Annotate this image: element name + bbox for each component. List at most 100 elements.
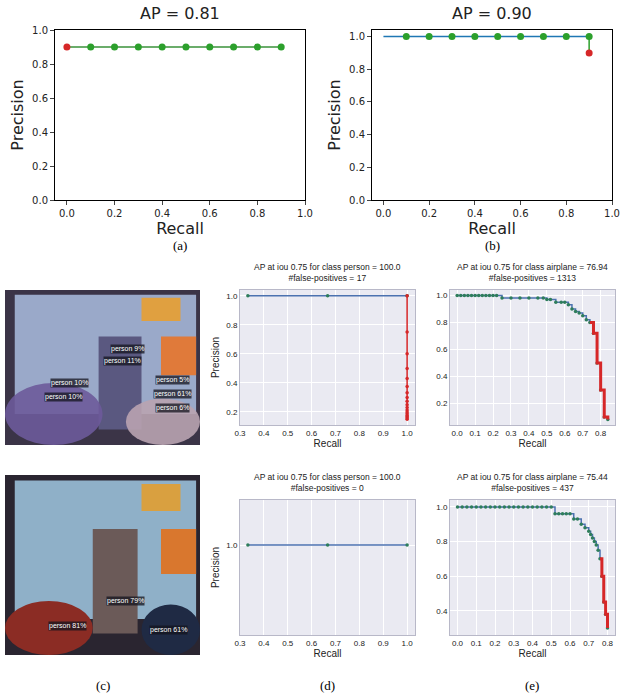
svg-text:(a): (a) xyxy=(173,238,187,253)
svg-text:0.2: 0.2 xyxy=(107,208,123,219)
svg-text:Precision: Precision xyxy=(210,547,221,588)
svg-text:0.6: 0.6 xyxy=(349,96,365,107)
svg-text:1.0: 1.0 xyxy=(402,429,414,438)
svg-text:0.5: 0.5 xyxy=(541,429,553,438)
svg-text:0.6: 0.6 xyxy=(306,639,318,648)
svg-text:0.2: 0.2 xyxy=(421,208,437,219)
svg-text:Precision: Precision xyxy=(210,337,221,378)
svg-text:Recall: Recall xyxy=(314,438,342,449)
svg-text:0.3: 0.3 xyxy=(234,639,246,648)
svg-text:(b): (b) xyxy=(485,238,500,253)
svg-text:0.8: 0.8 xyxy=(354,639,366,648)
svg-text:0.0: 0.0 xyxy=(375,208,391,219)
svg-text:0.1: 0.1 xyxy=(470,429,482,438)
svg-text:person 79%: person 79% xyxy=(107,597,144,605)
svg-text:0.3: 0.3 xyxy=(234,429,246,438)
svg-text:0.0: 0.0 xyxy=(32,195,48,206)
svg-text:1.0: 1.0 xyxy=(402,639,414,648)
svg-text:1.0: 1.0 xyxy=(604,208,620,219)
svg-text:0.8: 0.8 xyxy=(602,639,614,648)
svg-text:0.6: 0.6 xyxy=(306,429,318,438)
svg-text:0.8: 0.8 xyxy=(354,429,366,438)
svg-text:0.2: 0.2 xyxy=(436,399,448,408)
svg-text:0.8: 0.8 xyxy=(595,429,607,438)
svg-text:0.7: 0.7 xyxy=(577,429,589,438)
svg-text:Precision: Precision xyxy=(325,79,344,150)
svg-text:(c): (c) xyxy=(96,678,110,693)
svg-text:0.3: 0.3 xyxy=(505,429,517,438)
svg-text:0.4: 0.4 xyxy=(258,639,270,648)
svg-text:AP at iou 0.75 for class airpl: AP at iou 0.75 for class airplane = 76.9… xyxy=(457,262,608,283)
svg-text:0.5: 0.5 xyxy=(546,639,558,648)
svg-text:AP at iou 0.75 for class perso: AP at iou 0.75 for class person = 100.0#… xyxy=(254,262,401,283)
svg-text:(d): (d) xyxy=(320,678,335,693)
svg-text:0.6: 0.6 xyxy=(436,572,448,581)
svg-text:0.8: 0.8 xyxy=(249,208,265,219)
svg-text:0.7: 0.7 xyxy=(583,639,595,648)
svg-text:Recall: Recall xyxy=(519,648,547,659)
svg-text:person 61%: person 61% xyxy=(150,626,187,634)
svg-text:0.4: 0.4 xyxy=(527,639,539,648)
svg-text:0.5: 0.5 xyxy=(282,639,294,648)
svg-text:0.0: 0.0 xyxy=(452,639,464,648)
svg-text:0.4: 0.4 xyxy=(467,208,483,219)
svg-text:0.9: 0.9 xyxy=(378,639,390,648)
svg-text:1.0: 1.0 xyxy=(297,208,313,219)
svg-text:0.6: 0.6 xyxy=(226,350,238,359)
svg-text:1.0: 1.0 xyxy=(349,31,365,42)
svg-text:person 61%: person 61% xyxy=(154,390,191,398)
svg-text:person 10%: person 10% xyxy=(51,379,88,387)
svg-text:1.0: 1.0 xyxy=(436,503,448,512)
svg-text:0.5: 0.5 xyxy=(282,429,294,438)
svg-text:0.4: 0.4 xyxy=(349,129,365,140)
svg-text:AP at iou 0.75 for class airpl: AP at iou 0.75 for class airplane = 75.4… xyxy=(457,472,608,493)
svg-text:0.6: 0.6 xyxy=(436,345,448,354)
svg-text:0.2: 0.2 xyxy=(349,162,365,173)
svg-text:person 9%: person 9% xyxy=(111,345,144,353)
svg-text:0.8: 0.8 xyxy=(32,59,48,70)
svg-text:0.4: 0.4 xyxy=(436,372,448,381)
svg-text:1.0: 1.0 xyxy=(226,292,238,301)
svg-text:0.8: 0.8 xyxy=(558,208,574,219)
svg-text:0.4: 0.4 xyxy=(32,127,48,138)
svg-text:0.2: 0.2 xyxy=(487,429,499,438)
svg-text:1.0: 1.0 xyxy=(436,291,448,300)
svg-text:1.0: 1.0 xyxy=(226,541,238,550)
svg-text:0.9: 0.9 xyxy=(378,429,390,438)
svg-text:0.7: 0.7 xyxy=(330,429,342,438)
svg-text:0.0: 0.0 xyxy=(452,429,464,438)
svg-text:0.2: 0.2 xyxy=(226,408,238,417)
svg-text:0.8: 0.8 xyxy=(436,318,448,327)
svg-text:person 11%: person 11% xyxy=(104,357,141,365)
svg-text:Precision: Precision xyxy=(8,79,27,150)
svg-text:AP at iou 0.75 for class perso: AP at iou 0.75 for class person = 100.0#… xyxy=(254,472,401,493)
svg-text:(e): (e) xyxy=(525,678,539,693)
svg-text:person 81%: person 81% xyxy=(49,622,86,630)
svg-text:0.6: 0.6 xyxy=(32,93,48,104)
svg-text:0.8: 0.8 xyxy=(436,537,448,546)
svg-text:Recall: Recall xyxy=(314,648,342,659)
svg-text:1.0: 1.0 xyxy=(32,25,48,36)
svg-text:0.6: 0.6 xyxy=(559,429,571,438)
svg-text:0.0: 0.0 xyxy=(59,208,75,219)
svg-text:0.0: 0.0 xyxy=(349,195,365,206)
svg-text:0.2: 0.2 xyxy=(32,161,48,172)
svg-text:person 6%: person 6% xyxy=(156,404,189,412)
svg-text:Recall: Recall xyxy=(156,219,204,238)
svg-text:0.4: 0.4 xyxy=(436,607,448,616)
svg-text:AP = 0.90: AP = 0.90 xyxy=(452,4,532,23)
svg-text:0.4: 0.4 xyxy=(154,208,170,219)
svg-text:0.4: 0.4 xyxy=(258,429,270,438)
svg-text:person 10%: person 10% xyxy=(45,393,82,401)
svg-text:0.6: 0.6 xyxy=(564,639,576,648)
svg-text:0.4: 0.4 xyxy=(523,429,535,438)
svg-text:person 5%: person 5% xyxy=(156,376,189,384)
svg-text:Recall: Recall xyxy=(519,438,547,449)
svg-text:0.1: 0.1 xyxy=(471,639,483,648)
svg-text:Recall: Recall xyxy=(468,219,516,238)
svg-text:0.6: 0.6 xyxy=(202,208,218,219)
svg-text:0.6: 0.6 xyxy=(513,208,529,219)
svg-text:0.2: 0.2 xyxy=(489,639,501,648)
svg-text:0.4: 0.4 xyxy=(226,379,238,388)
svg-text:AP = 0.81: AP = 0.81 xyxy=(140,4,220,23)
